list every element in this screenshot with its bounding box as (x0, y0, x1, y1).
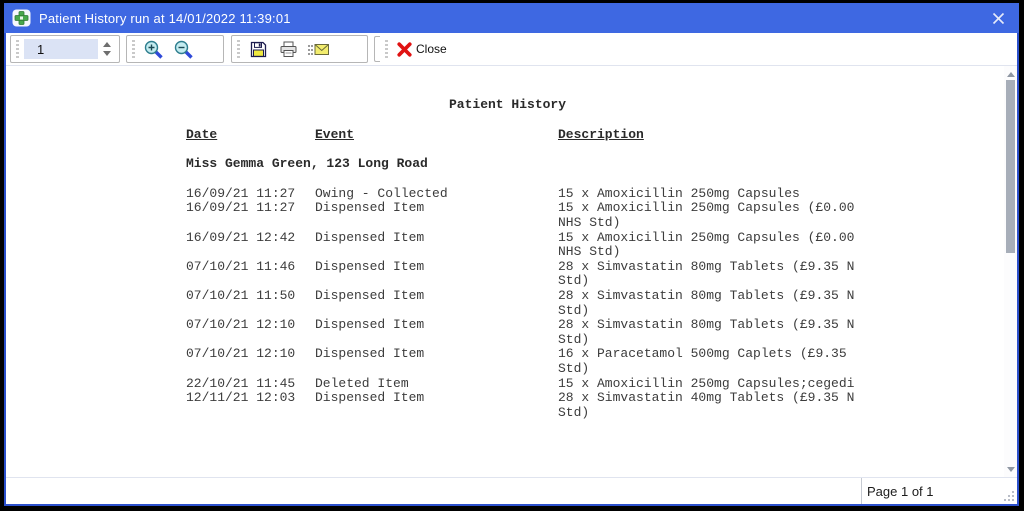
history-row-event: Dispensed Item (315, 287, 425, 303)
email-button[interactable] (305, 37, 331, 61)
history-row-event: Dispensed Item (315, 200, 425, 216)
history-row-description: 15 x Amoxicillin 250mg Capsules (£0.00 N… (558, 230, 855, 260)
resize-grip-icon[interactable] (1002, 489, 1015, 502)
history-row: 07/10/21 11:50 Dispensed Item 28 x Simva… (186, 287, 857, 318)
history-row-description: 28 x Simvastatin 80mg Tablets (£9.35 N S… (558, 288, 855, 318)
history-row: 16/09/21 12:42 Dispensed Item 15 x Amoxi… (186, 229, 857, 260)
toolbar-grip-handle[interactable] (132, 40, 135, 58)
close-button[interactable]: Close (393, 40, 453, 59)
history-row-date: 07/10/21 12:10 (186, 346, 296, 362)
zoom-in-button[interactable] (140, 37, 166, 61)
save-button[interactable] (245, 37, 271, 61)
scrollbar-thumb[interactable] (1006, 80, 1015, 253)
column-header-event: Event (315, 126, 355, 142)
page-indicator: Page 1 of 1 (861, 478, 1017, 504)
patient-history-report: Patient History Date Event Description M… (186, 97, 857, 421)
scroll-down-icon[interactable] (1004, 463, 1017, 475)
page-number-input[interactable] (24, 39, 98, 59)
report-column-headers: Date Event Description (186, 126, 857, 143)
toolbar-grip-handle[interactable] (16, 40, 19, 58)
history-row: 07/10/21 12:10 Dispensed Item 16 x Parac… (186, 346, 857, 376)
history-row-event: Dispensed Item (315, 317, 425, 333)
column-header-description: Description (558, 127, 644, 142)
history-row-event: Deleted Item (315, 375, 409, 391)
history-row-event: Dispensed Item (315, 346, 425, 362)
scroll-up-icon[interactable] (1004, 68, 1017, 80)
history-row-description: 28 x Simvastatin 40mg Tablets (£9.35 N S… (558, 391, 855, 420)
history-row-description: 15 x Amoxicillin 250mg Capsules (558, 186, 800, 201)
zoom-group (126, 35, 224, 63)
history-row-date: 16/09/21 12:42 (186, 229, 296, 245)
history-row-date: 07/10/21 11:46 (186, 258, 296, 274)
history-row-description: 16 x Paracetamol 500mg Caplets (£9.35 St… (558, 347, 847, 376)
history-row-date: 22/10/21 11:45 (186, 375, 296, 391)
spin-down-icon[interactable] (103, 51, 111, 56)
close-button-label: Close (416, 42, 447, 56)
report-title: Patient History (449, 97, 567, 112)
print-button[interactable] (275, 37, 301, 61)
page-spinner (103, 42, 111, 56)
history-row-date: 07/10/21 11:50 (186, 287, 296, 303)
patient-name-line: Miss Gemma Green, 123 Long Road (186, 156, 428, 172)
history-row-event: Dispensed Item (315, 229, 425, 245)
window-close-icon[interactable] (987, 7, 1009, 29)
close-x-icon (397, 41, 412, 57)
vertical-scrollbar[interactable] (1004, 66, 1017, 477)
title-bar: Patient History run at 14/01/2022 11:39:… (4, 3, 1019, 33)
history-row: 12/11/21 12:03 Dispensed Item 28 x Simva… (186, 390, 857, 420)
history-row-description: 28 x Simvastatin 80mg Tablets (£9.35 N S… (558, 259, 855, 289)
history-rows: 16/09/21 11:27 Owing - Collected 15 x Am… (186, 185, 857, 421)
zoom-out-button[interactable] (170, 37, 196, 61)
history-row: 22/10/21 11:45 Deleted Item 15 x Amoxici… (186, 375, 857, 392)
history-row-date: 16/09/21 11:27 (186, 185, 296, 201)
report-viewport: Patient History Date Event Description M… (6, 66, 1017, 477)
close-group: Close (374, 35, 453, 63)
history-row-event: Dispensed Item (315, 390, 425, 406)
patient-history-window: Patient History run at 14/01/2022 11:39:… (4, 3, 1019, 506)
history-row-date: 12/11/21 12:03 (186, 390, 296, 406)
history-row-event: Owing - Collected (315, 185, 448, 201)
history-row-description: 15 x Amoxicillin 250mg Capsules;cegedi (558, 376, 855, 391)
status-bar: Page 1 of 1 (6, 477, 1017, 504)
history-row: 07/10/21 11:46 Dispensed Item 28 x Simva… (186, 258, 857, 289)
history-row-description: 28 x Simvastatin 80mg Tablets (£9.35 N S… (558, 318, 855, 347)
history-row: 07/10/21 12:10 Dispensed Item 28 x Simva… (186, 317, 857, 347)
toolbar: Close (6, 33, 1017, 66)
app-pharmacy-cross-icon (12, 9, 31, 27)
column-header-date: Date (186, 126, 218, 142)
spin-up-icon[interactable] (103, 42, 111, 47)
toolbar-grip-handle[interactable] (237, 40, 240, 58)
history-row-event: Dispensed Item (315, 258, 425, 274)
file-actions-group (231, 35, 368, 63)
toolbar-grip-handle[interactable] (385, 40, 388, 58)
window-title: Patient History run at 14/01/2022 11:39:… (39, 10, 291, 26)
history-row-date: 16/09/21 11:27 (186, 200, 296, 216)
toolbar-band-bracket (374, 36, 380, 62)
history-row: 16/09/21 11:27 Dispensed Item 15 x Amoxi… (186, 201, 857, 230)
history-row-date: 07/10/21 12:10 (186, 317, 296, 333)
history-row: 16/09/21 11:27 Owing - Collected 15 x Am… (186, 185, 857, 202)
page-number-group (10, 35, 120, 63)
history-row-description: 15 x Amoxicillin 250mg Capsules (£0.00 N… (558, 201, 855, 230)
